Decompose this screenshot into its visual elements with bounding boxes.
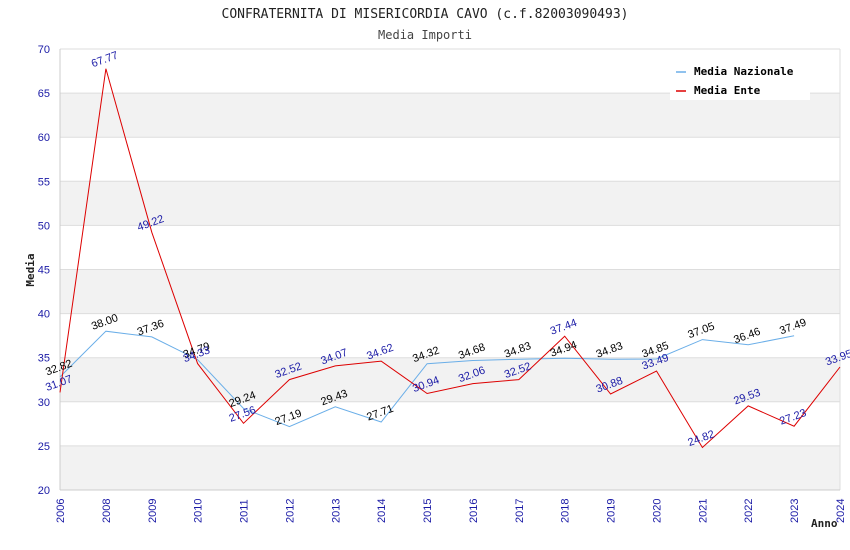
y-axis-label: Media xyxy=(24,253,37,286)
x-tick-label: 2013 xyxy=(330,499,342,523)
legend-box xyxy=(670,60,810,100)
y-tick-label: 55 xyxy=(38,176,50,188)
grid-band xyxy=(60,269,840,314)
grid-band xyxy=(60,357,840,402)
y-tick-label: 60 xyxy=(38,132,50,144)
y-tick-label: 70 xyxy=(38,44,50,56)
x-tick-label: 2011 xyxy=(239,499,251,523)
x-tick-label: 2012 xyxy=(284,499,296,523)
y-tick-label: 20 xyxy=(38,485,50,497)
legend-label-nazionale: Media Nazionale xyxy=(694,65,794,78)
data-label: 37.05 xyxy=(686,320,716,341)
x-tick-label: 2014 xyxy=(376,499,388,523)
x-tick-label: 2023 xyxy=(789,499,801,523)
x-axis-label: Anno xyxy=(811,517,838,530)
y-tick-label: 50 xyxy=(38,220,50,232)
x-tick-label: 2015 xyxy=(422,499,434,523)
data-label: 27.19 xyxy=(273,407,303,428)
legend: Media Nazionale Media Ente xyxy=(670,60,810,100)
x-tick-label: 2021 xyxy=(697,499,709,523)
x-tick-label: 2008 xyxy=(101,499,113,523)
data-label: 37.36 xyxy=(136,318,166,339)
data-label: 27.23 xyxy=(778,407,808,428)
x-ticks: 2006 2008 2009 2010 2011 2012 2013 2014 2015 2016… xyxy=(55,499,847,523)
legend-label-ente: Media Ente xyxy=(694,84,761,97)
data-label: 27.71 xyxy=(365,403,395,424)
data-label: 38.00 xyxy=(90,312,120,333)
grid-band xyxy=(60,93,840,138)
x-tick-label: 2006 xyxy=(55,499,67,523)
y-tick-label: 30 xyxy=(38,397,50,409)
series-line-0 xyxy=(59,330,795,428)
x-tick-label: 2016 xyxy=(468,499,480,523)
series-line-1 xyxy=(59,68,841,449)
grid-bands xyxy=(60,93,840,490)
y-tick-label: 45 xyxy=(38,265,50,277)
x-tick-label: 2010 xyxy=(193,499,205,523)
y-ticks: 20 25 30 35 40 45 50 55 60 65 70 xyxy=(38,44,50,497)
y-tick-label: 25 xyxy=(38,441,50,453)
x-tick-label: 2018 xyxy=(560,499,572,523)
chart-title: CONFRATERNITA DI MISERICORDIA CAVO (c.f.… xyxy=(222,7,629,22)
grid-band xyxy=(60,181,840,226)
x-tick-label: 2022 xyxy=(743,499,755,523)
x-tick-label: 2009 xyxy=(147,499,159,523)
data-label: 34.94 xyxy=(549,339,579,360)
x-tick-label: 2024 xyxy=(835,499,847,523)
x-tick-label: 2017 xyxy=(514,499,526,523)
data-label: 37.49 xyxy=(778,317,808,338)
x-tick-label: 2020 xyxy=(651,499,663,523)
series-lines xyxy=(59,68,841,449)
chart-subtitle: Media Importi xyxy=(378,28,472,42)
grid-band xyxy=(60,445,840,490)
y-tick-label: 35 xyxy=(38,353,50,365)
data-label: 37.44 xyxy=(549,317,579,338)
data-label: 67.77 xyxy=(90,50,120,71)
y-tick-label: 65 xyxy=(38,88,50,100)
y-tick-label: 40 xyxy=(38,309,50,321)
x-tick-label: 2019 xyxy=(606,499,618,523)
